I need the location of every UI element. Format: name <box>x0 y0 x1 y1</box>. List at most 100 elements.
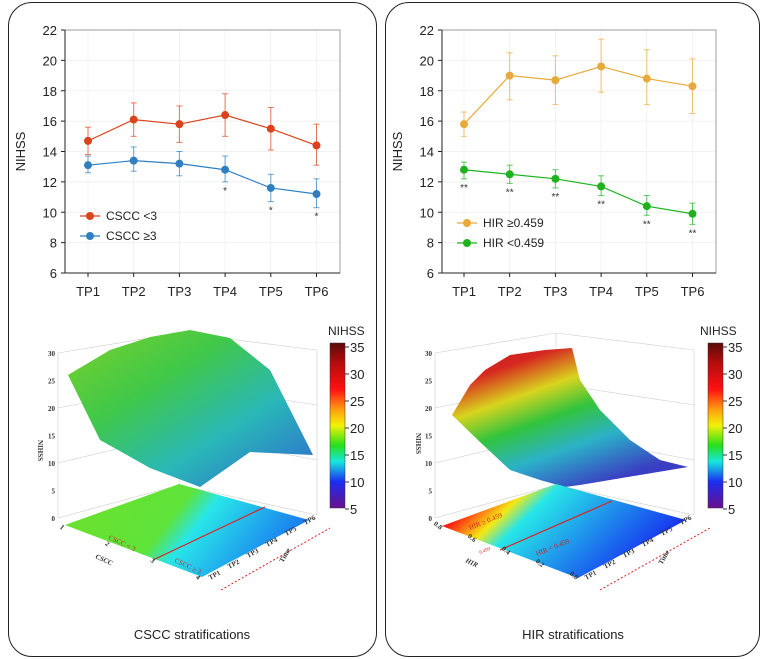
group-tick-label: 1 <box>58 523 66 532</box>
y-tick-label: 22 <box>43 23 57 38</box>
significance-mark: ** <box>597 200 605 211</box>
caption-cscc: CSCC stratifications <box>133 627 251 642</box>
colorbar-tick-label: 25 <box>728 394 742 409</box>
z-tick-label: 30 <box>425 350 433 358</box>
significance-mark: * <box>315 212 319 223</box>
y-tick-label: 20 <box>420 53 434 68</box>
y-tick-label: 8 <box>50 236 57 251</box>
y-tick-label: 12 <box>420 175 434 190</box>
data-point <box>221 165 230 174</box>
y-tick-label: 20 <box>43 53 57 68</box>
colorbar-tick-label: 5 <box>350 502 357 517</box>
legend-label: HIR <0.459 <box>483 236 544 250</box>
data-point <box>688 82 697 91</box>
data-point <box>312 141 321 150</box>
colorbar-tick-label: 10 <box>728 475 742 490</box>
colorbar-tick-label: 20 <box>728 421 742 436</box>
legend-label: CSCC <3 <box>106 209 157 223</box>
z-tick-label: 0 <box>429 515 433 523</box>
data-point <box>597 62 606 71</box>
z-tick-label: 25 <box>425 378 433 386</box>
colorbar-title: NIHSS <box>328 324 365 338</box>
z-tick-label: 25 <box>48 378 56 386</box>
z-tick-label: 5 <box>429 488 433 496</box>
legend-marker <box>463 219 471 227</box>
panel-hir <box>385 2 760 657</box>
data-point <box>266 124 275 133</box>
significance-mark: * <box>269 206 273 217</box>
y-axis-label: NIHSS <box>390 131 405 171</box>
z-tick-label: 20 <box>48 405 56 413</box>
x-tick-label: TP2 <box>122 284 146 299</box>
y-tick-label: 18 <box>43 84 57 99</box>
x-tick-label: TP1 <box>452 284 476 299</box>
y-tick-label: 14 <box>420 145 434 160</box>
group-tick-label: 0.8 <box>432 520 444 532</box>
data-point <box>221 111 230 120</box>
floor-heatmap-hir <box>442 484 686 578</box>
threshold-line <box>499 500 613 551</box>
series-line <box>463 169 693 215</box>
data-point <box>312 190 321 199</box>
colorbar-tick-label: 10 <box>350 475 364 490</box>
colorbar-tick-label: 30 <box>350 367 364 382</box>
y-tick-label: 16 <box>43 114 57 129</box>
x-tick-label: TP3 <box>167 284 191 299</box>
colorbar-title: NIHSS <box>700 324 737 338</box>
colorbar-tick-label: 35 <box>350 340 364 355</box>
z-tick-label: 20 <box>425 405 433 413</box>
significance-mark: ** <box>552 192 560 203</box>
z-axis-label: NIHSS <box>414 433 422 454</box>
y-tick-label: 6 <box>50 266 57 281</box>
data-point <box>175 159 184 168</box>
surface-hir <box>452 348 688 487</box>
z-tick-label: 15 <box>425 433 433 441</box>
z-tick-label: 0 <box>52 515 56 523</box>
surface-plot-hir: HIR ≥ 0.459 HIR < 0.459 0.459 NIHSS HIR … <box>414 324 742 591</box>
x-tick-label: TP3 <box>543 284 567 299</box>
y-tick-label: 16 <box>420 114 434 129</box>
legend-marker <box>86 232 94 240</box>
colorbar-tick-label: 15 <box>728 448 742 463</box>
data-point <box>505 170 514 179</box>
group-tick-label: 4 <box>194 573 202 582</box>
legend-label: CSCC ≥3 <box>106 229 157 243</box>
data-point <box>551 76 560 85</box>
time-tick-label: TP6 <box>302 514 317 527</box>
data-point <box>266 183 275 192</box>
data-point <box>551 174 560 183</box>
colorbar-tick-label: 35 <box>728 340 742 355</box>
line-chart-0: 6 8 10 12 14 16 18 20 22 TP1 TP2 TP3 TP4 TP5 TP6 NIHSS C… <box>13 23 341 299</box>
panel-cscc <box>8 2 377 657</box>
x-tick-label: TP4 <box>213 284 237 299</box>
colorbar-tick-label: 30 <box>728 367 742 382</box>
data-point <box>505 71 514 80</box>
data-point <box>642 202 651 211</box>
time-arrow <box>220 527 331 591</box>
colorbar-tick-label: 25 <box>350 394 364 409</box>
surface-cscc <box>68 330 313 487</box>
y-axis-label: Time <box>657 549 672 566</box>
x-tick-label: TP5 <box>259 284 283 299</box>
group-tick-label: 2 <box>103 540 111 549</box>
y-tick-label: 12 <box>43 175 57 190</box>
data-point <box>129 115 138 124</box>
data-point <box>175 120 184 129</box>
significance-mark: * <box>223 186 227 197</box>
y-tick-label: 8 <box>427 236 434 251</box>
surface-plot-cscc: CSCC < 3 CSCC ≥ 3 NIHSS CSCC Time 051015… <box>36 324 365 591</box>
group-tick-label: 3 <box>149 556 157 565</box>
series-line <box>463 65 693 125</box>
x-tick-label: TP6 <box>305 284 329 299</box>
colorbar <box>707 342 724 509</box>
data-point <box>129 156 138 165</box>
threshold-tick: 0.459 <box>479 547 492 556</box>
z-tick-label: 30 <box>48 350 56 358</box>
x-axis-label: HIR <box>463 556 479 569</box>
y-axis-label: Time <box>278 547 293 564</box>
series-line <box>87 160 317 195</box>
significance-mark: ** <box>506 187 514 198</box>
y-tick-label: 10 <box>420 205 434 220</box>
significance-mark: ** <box>460 183 468 194</box>
colorbar-tick-label: 15 <box>350 448 364 463</box>
